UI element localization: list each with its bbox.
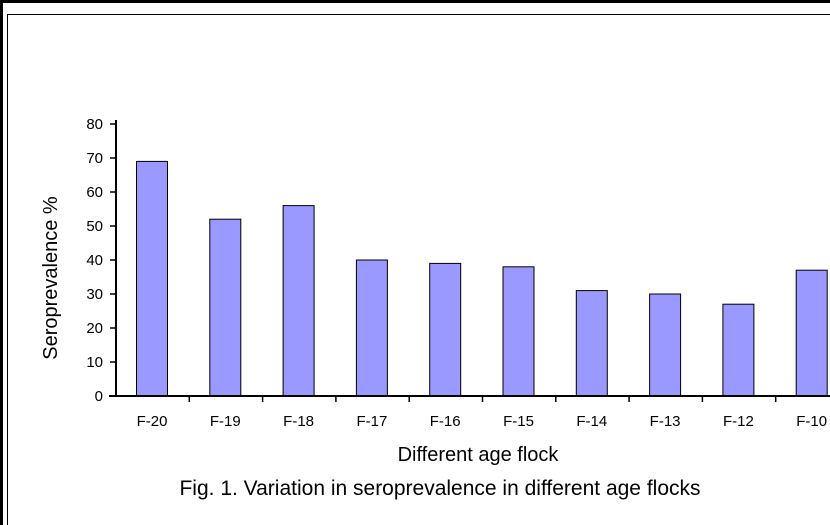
bar-f-20 — [136, 160, 168, 397]
y-tick-label: 30 — [86, 286, 103, 303]
bar-f-15 — [502, 266, 535, 397]
y-tick-label: 40 — [86, 252, 103, 269]
x-tick-label: F-19 — [210, 413, 241, 430]
y-tick-label: 0 — [95, 388, 103, 405]
chart-area-top-edge — [7, 14, 830, 15]
bar-f-12 — [722, 303, 755, 397]
y-tick-label: 10 — [86, 354, 103, 371]
bar-f-19 — [209, 218, 242, 397]
x-tick-label: F-12 — [723, 413, 754, 430]
chart-area-left-edge — [7, 14, 8, 525]
y-tick-label: 70 — [86, 150, 103, 167]
x-tick-label: F-16 — [430, 413, 461, 430]
x-tick-label: F-15 — [503, 413, 534, 430]
x-tick-label: F-18 — [283, 413, 314, 430]
bars — [136, 160, 828, 397]
bar-f-16 — [429, 262, 462, 397]
y-tick-label: 60 — [86, 184, 103, 201]
y-tick-label: 20 — [86, 320, 103, 337]
x-tick-label: F-17 — [356, 413, 387, 430]
x-axis-ticks: F-20 F-19 F-18 F-17 F-16 F-15 F-14 F-13 F-12 F-10 — [137, 396, 827, 430]
y-tick-label: 80 — [86, 116, 103, 133]
x-tick-label: F-14 — [576, 413, 607, 430]
bar-f-10 — [795, 269, 828, 397]
bar-f-13 — [649, 293, 682, 397]
bar-f-14 — [575, 290, 608, 397]
x-axis-title: Different age flock — [398, 444, 560, 466]
y-axis-title: Seroprevalence % — [40, 196, 62, 360]
bar-f-18 — [282, 205, 315, 397]
y-axis-ticks: 0 10 20 30 40 50 60 70 80 — [86, 116, 116, 405]
x-tick-label: F-10 — [796, 413, 827, 430]
figure-caption: Fig. 1. Variation in seroprevalence in d… — [179, 477, 700, 500]
y-tick-label: 50 — [86, 218, 103, 235]
x-tick-label: F-13 — [650, 413, 681, 430]
bar-f-17 — [355, 259, 388, 397]
x-tick-label: F-20 — [137, 413, 168, 430]
